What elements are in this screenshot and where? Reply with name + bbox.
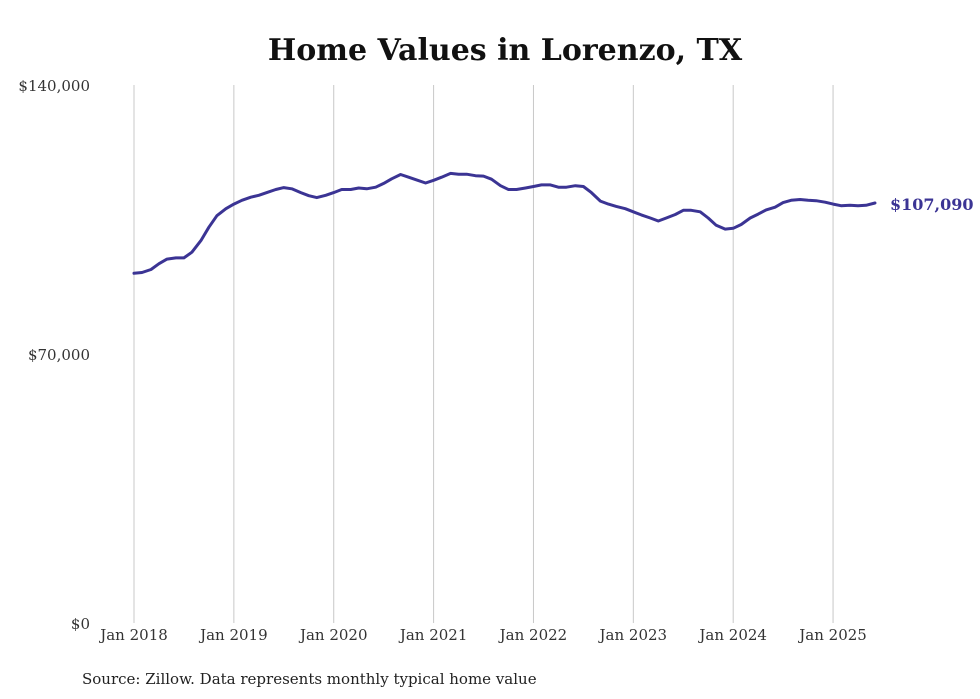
y-tick-label: $0 <box>71 615 90 633</box>
source-note: Source: Zillow. Data represents monthly … <box>82 670 537 688</box>
gridlines <box>133 85 834 623</box>
series-layer <box>132 171 877 275</box>
y-tick-label: $140,000 <box>18 77 90 95</box>
x-tick-label: Jan 2025 <box>797 626 867 644</box>
x-tick-label: Jan 2019 <box>198 626 268 644</box>
chart-title: Home Values in Lorenzo, TX <box>268 33 743 68</box>
x-tick-label: Jan 2022 <box>498 626 568 644</box>
x-tick-label: Jan 2024 <box>697 626 767 644</box>
x-tick-label: Jan 2021 <box>398 626 468 644</box>
series-line <box>132 171 877 275</box>
x-tick-label: Jan 2020 <box>298 626 368 644</box>
x-axis-ticks: Jan 2018 Jan 2019 Jan 2020 Jan 2021 Jan 2022… <box>98 626 867 644</box>
x-tick-label: Jan 2023 <box>598 626 668 644</box>
end-value-label: $107,090 <box>890 195 974 214</box>
y-axis-ticks: $0 $70,000 $140,000 <box>18 77 90 633</box>
x-tick-label: Jan 2018 <box>98 626 168 644</box>
y-tick-label: $70,000 <box>28 346 90 364</box>
